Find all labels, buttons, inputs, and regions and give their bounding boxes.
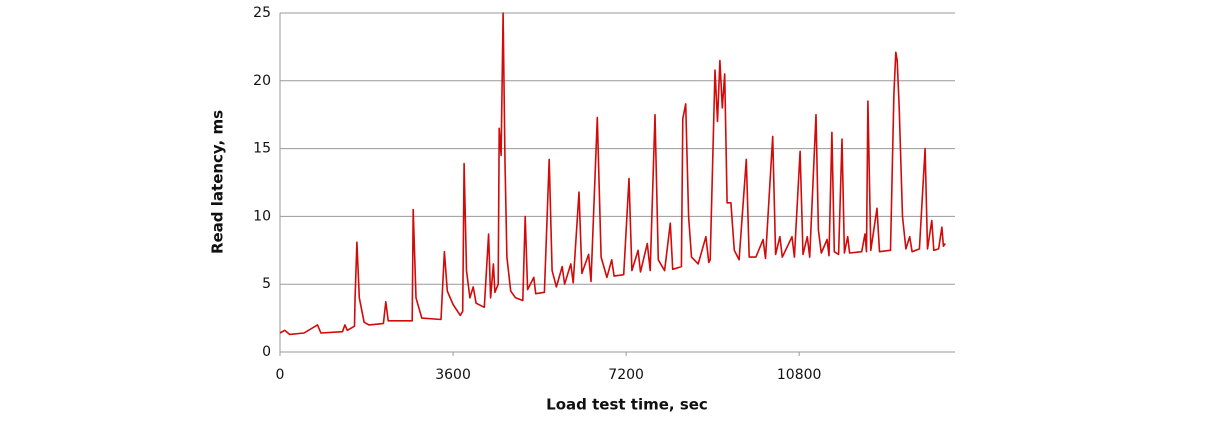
y-axis-title: Read latency, ms — [209, 110, 227, 254]
data-line — [279, 12, 946, 336]
x-tick-label: 3600 — [435, 367, 471, 383]
y-tick-label: 5 — [262, 276, 271, 292]
x-tick-label: 7200 — [608, 367, 644, 383]
y-tick-label: 25 — [253, 5, 271, 21]
y-tick-label: 10 — [253, 208, 271, 224]
y-tick-label: 20 — [253, 73, 271, 89]
y-tick-label: 0 — [262, 344, 271, 360]
x-tick-label: 0 — [276, 367, 285, 383]
y-tick-label: 15 — [253, 141, 271, 157]
x-axis-title: Load test time, sec — [546, 396, 708, 414]
x-tick-label: 10800 — [777, 367, 822, 383]
